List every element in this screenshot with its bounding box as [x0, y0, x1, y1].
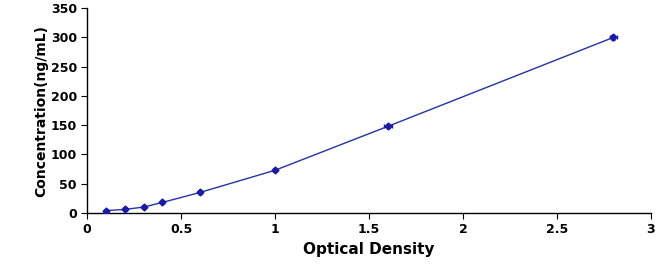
Y-axis label: Concentration(ng/mL): Concentration(ng/mL): [34, 25, 48, 197]
X-axis label: Optical Density: Optical Density: [303, 242, 435, 257]
